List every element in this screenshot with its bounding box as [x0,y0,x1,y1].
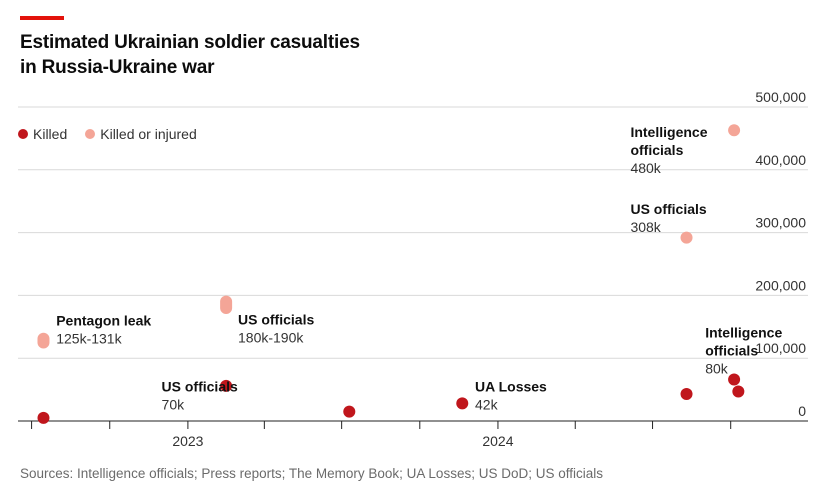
annotation-title: US officials [630,201,706,217]
annotation-title: Pentagon leak [56,313,151,329]
annotation-title: US officials [162,378,238,394]
annotation-value: 180k-190k [238,329,304,345]
annotation-title: officials [630,142,683,158]
annotation-value: 125k-131k [56,331,122,347]
source-note: Sources: Intelligence officials; Press r… [20,466,603,481]
legend-marker-killed-or-injured [85,129,96,139]
legend-marker-killed [18,129,28,139]
casualties-scatter-chart: 0 100,000 200,000 300,000 400,000 500,000 2023… [18,89,808,449]
annotation-title: officials [705,342,758,358]
y-tick-label: 500,000 [755,89,806,105]
annotation-value: 42k [475,396,499,412]
annotation-value: 70k [162,396,186,412]
killed-point [456,397,469,410]
legend-label-killed: Killed [33,126,68,142]
x-tick-label: 2023 [172,433,203,449]
chart-legend: Killed Killed or injured [18,126,197,142]
annotation-title: UA Losses [475,378,547,394]
killed-point [732,385,745,398]
chart-title-line-2: in Russia-Ukraine war [20,57,215,78]
y-tick-label: 200,000 [755,277,806,293]
y-tick-label: 400,000 [755,152,806,168]
y-tick-label: 0 [798,403,806,419]
annotation-title: Intelligence [705,324,782,340]
killed-or-injured-range [37,332,50,349]
brand-accent-bar [20,16,64,20]
killed-or-injured-point [728,124,741,137]
chart-title-line-1: Estimated Ukrainian soldier casualties [20,32,360,53]
killed-point [343,405,356,418]
y-tick-label: 100,000 [755,340,806,356]
killed-point [680,387,693,400]
killed-point [728,373,741,386]
y-tick-label: 300,000 [755,215,806,231]
killed-point [220,379,233,392]
annotation-title: Intelligence [630,124,707,140]
annotation-value: 308k [630,219,661,235]
x-tick-label: 2024 [482,433,513,449]
legend-item-killed-or-injured: Killed or injured [85,126,197,142]
annotation-title: US officials [238,311,314,327]
chart-title: Estimated Ukrainian soldier casualties i… [20,30,440,80]
killed-point [37,411,50,424]
killed-or-injured-point [680,231,693,244]
annotation-value: 480k [630,160,661,176]
legend-label-killed-or-injured: Killed or injured [100,126,197,142]
killed-or-injured-range [220,295,233,314]
legend-item-killed: Killed [18,126,67,142]
annotation-value: 80k [705,360,729,376]
